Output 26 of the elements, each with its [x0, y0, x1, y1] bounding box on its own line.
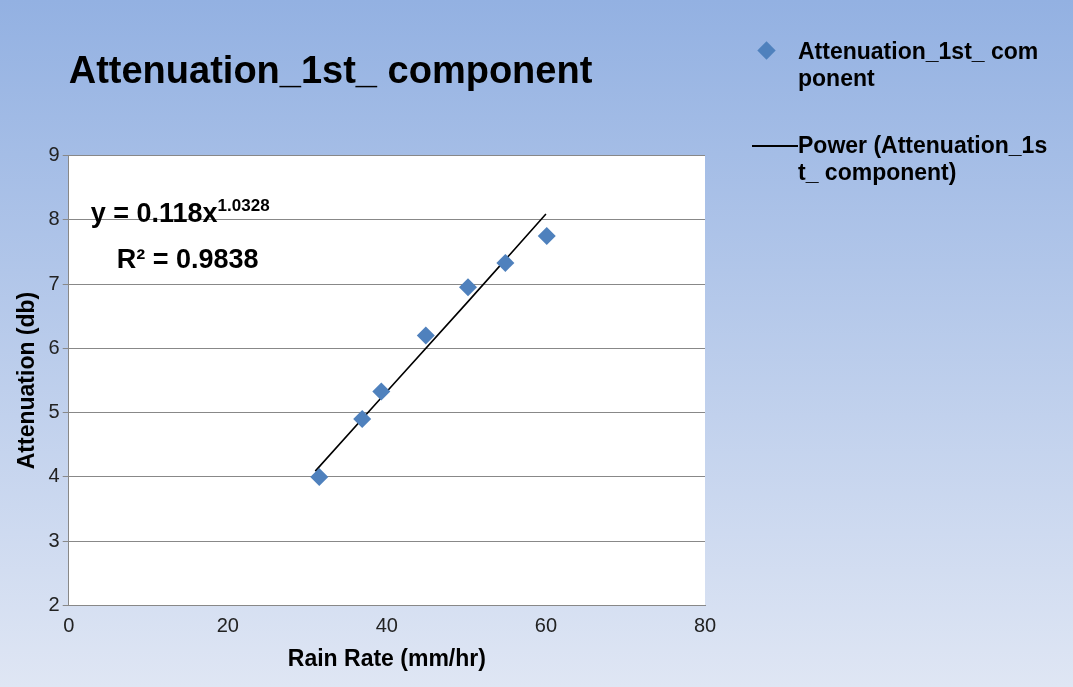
point: [458, 278, 477, 297]
point: [537, 226, 556, 245]
x-axis-title: Rain Rate (mm/hr): [287, 644, 486, 671]
y-tick-label: 8: [48, 207, 60, 230]
point: [372, 382, 391, 401]
y-tick-label: 2: [48, 592, 60, 615]
y-axis-title: Attenuation (db): [13, 291, 40, 470]
y-tick-label: 3: [48, 528, 60, 551]
x-tick-label: 60: [534, 613, 558, 636]
point: [416, 326, 435, 345]
legend-label: Power (Attenuation_1st_ component): [798, 132, 1049, 186]
y-tick-label: 9: [48, 143, 60, 166]
x-tick-label: 0: [63, 613, 75, 636]
legend-label: Attenuation_1st_ component: [798, 38, 1040, 92]
x-tick-label: 80: [693, 613, 717, 636]
x-tick-label: 40: [375, 613, 398, 636]
point: [496, 253, 515, 272]
point: [353, 410, 372, 429]
y-tick-label: 5: [48, 400, 60, 423]
chart-title: Attenuation_1st_ component: [68, 49, 593, 92]
x-tick-label: 20: [216, 613, 239, 636]
y-tick-label: 4: [48, 464, 60, 487]
y-tick-label: 7: [48, 271, 60, 294]
y-tick-label: 6: [48, 335, 60, 358]
annotation: R² = 0.9838: [116, 243, 259, 274]
point: [310, 467, 329, 486]
